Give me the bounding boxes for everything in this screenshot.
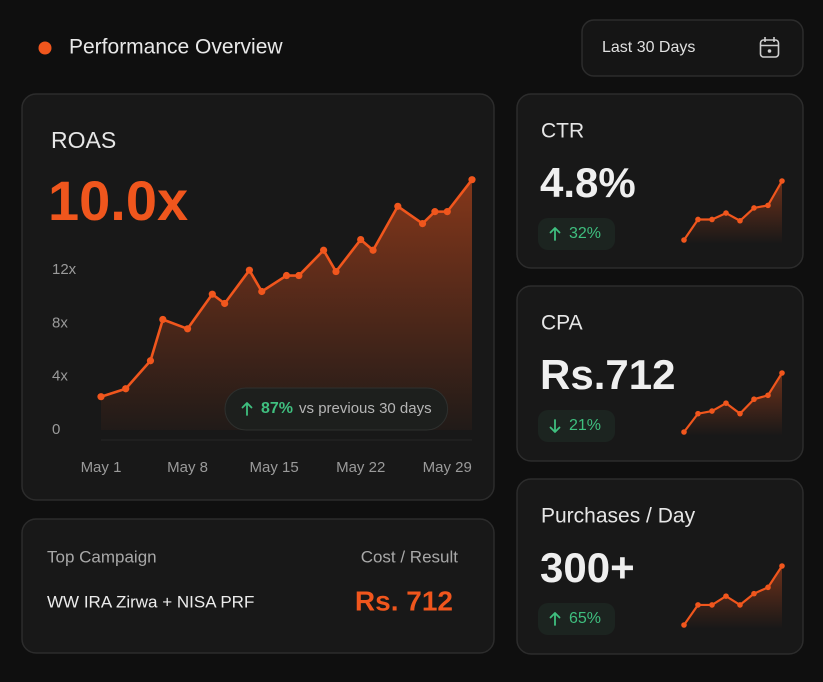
point — [723, 593, 729, 599]
point — [765, 202, 771, 209]
headline-value: 10.0x — [48, 169, 188, 232]
point — [146, 357, 155, 365]
point — [737, 410, 743, 417]
card-title: CTR — [541, 120, 584, 143]
sparkline-area — [684, 373, 782, 436]
point — [723, 400, 729, 406]
point — [369, 246, 377, 254]
point — [97, 393, 105, 401]
point — [709, 602, 715, 608]
point — [695, 216, 701, 223]
headline-value: Rs.712 — [540, 351, 675, 398]
point — [765, 392, 771, 399]
point — [737, 217, 743, 224]
change-value: 32% — [569, 225, 601, 242]
point — [320, 246, 328, 254]
x-tick-label: May 15 — [250, 459, 299, 476]
calendar-icon[interactable] — [759, 37, 780, 58]
change-arrow — [549, 227, 561, 241]
headline-value: 300+ — [540, 544, 635, 591]
point — [468, 176, 476, 184]
point — [295, 271, 303, 280]
point — [159, 315, 167, 324]
card-title: CPA — [541, 312, 583, 335]
point — [723, 210, 729, 216]
point — [418, 220, 427, 228]
point — [443, 208, 451, 216]
point — [765, 584, 771, 591]
metric-label: Cost / Result — [361, 547, 459, 566]
change-value: 65% — [569, 610, 601, 627]
change-value: 87% — [261, 400, 293, 417]
point — [122, 385, 130, 393]
point — [245, 266, 253, 274]
change-arrow — [549, 419, 561, 433]
y-tick-label: 4x — [52, 368, 68, 385]
campaign-card — [21, 518, 495, 654]
change-badge — [538, 218, 616, 250]
x-tick-label: May 1 — [81, 459, 122, 476]
x-tick-label: May 29 — [423, 459, 472, 476]
change-badge — [538, 603, 616, 635]
y-tick-label: 12x — [52, 261, 77, 278]
point — [779, 178, 785, 184]
date-range-button[interactable]: Last 30 Days — [581, 19, 804, 77]
date-range-label[interactable]: Last 30 Days — [602, 39, 695, 56]
point — [751, 396, 757, 403]
point — [737, 602, 743, 608]
button-frame[interactable] — [581, 19, 804, 77]
change-badge — [538, 410, 616, 442]
point — [681, 622, 687, 628]
page-title: Performance Overview — [69, 36, 283, 59]
line — [100, 178, 474, 398]
sparkline-area — [684, 181, 782, 244]
point — [431, 208, 439, 216]
point — [751, 205, 757, 211]
change-arrow — [549, 612, 561, 626]
y-tick-label: 0 — [52, 421, 60, 438]
card-title: Purchases / Day — [541, 505, 696, 528]
point — [695, 602, 701, 608]
change-badge — [224, 387, 449, 431]
point — [681, 237, 687, 243]
point — [332, 267, 340, 276]
card-title: ROAS — [51, 127, 116, 153]
point — [208, 290, 216, 298]
point — [695, 410, 701, 417]
y-tick-label: 8x — [52, 314, 68, 331]
x-tick-label: May 22 — [336, 459, 385, 476]
point — [394, 202, 402, 210]
point — [709, 408, 715, 414]
point — [709, 216, 715, 223]
change-arrow — [241, 402, 253, 416]
point — [681, 429, 687, 435]
status-dot — [38, 41, 52, 55]
headline-value: 4.8% — [540, 159, 636, 206]
x-tick-label: May 8 — [167, 459, 208, 476]
point — [779, 370, 785, 376]
sparkline-area — [684, 566, 782, 629]
campaign-name: WW IRA Zirwa + NISA PRF — [47, 592, 254, 611]
point — [779, 563, 785, 569]
point — [258, 287, 266, 296]
point — [221, 299, 229, 308]
area — [101, 179, 472, 430]
metric-value: Rs. 712 — [355, 585, 453, 616]
change-note: vs previous 30 days — [299, 400, 432, 417]
point — [282, 271, 291, 280]
point — [183, 325, 192, 333]
change-value: 21% — [569, 417, 601, 434]
point — [751, 590, 757, 597]
campaign-label: Top Campaign — [47, 547, 157, 566]
point — [357, 235, 365, 244]
